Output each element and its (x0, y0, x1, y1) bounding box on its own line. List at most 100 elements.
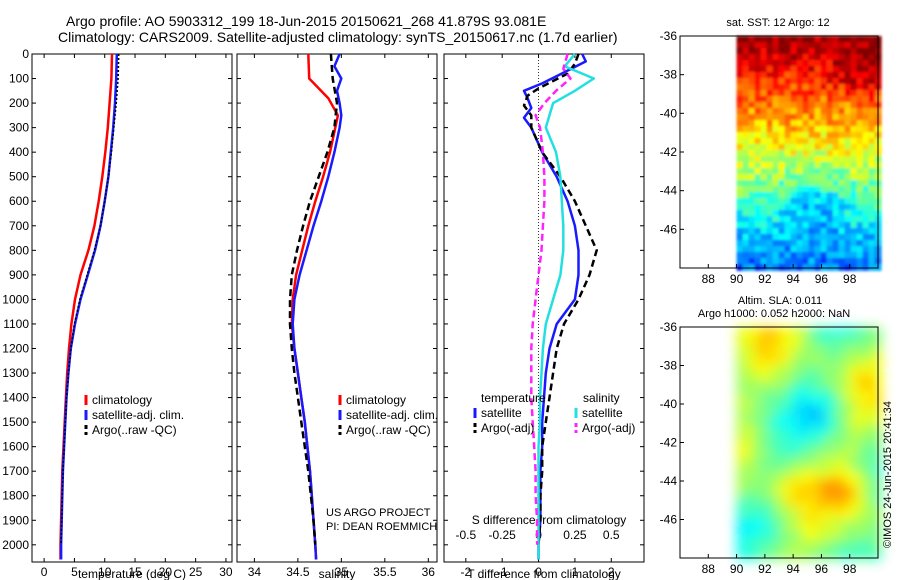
map-cell (868, 132, 876, 139)
credit-line2: PI: DEAN ROEMMICH (326, 521, 437, 533)
map-cell (808, 36, 816, 43)
map-cell (808, 415, 818, 424)
map-cell (848, 399, 858, 408)
map-cell (802, 90, 810, 97)
map-cell (832, 120, 840, 127)
map-cell (832, 114, 840, 121)
map-cell (832, 327, 842, 336)
map-cell (802, 228, 810, 235)
map-cell (792, 543, 802, 552)
map-cell (792, 415, 802, 424)
map-cell (760, 60, 768, 67)
map-cell (844, 108, 852, 115)
x-tick-label: 90 (730, 272, 744, 286)
map-cell (790, 240, 798, 247)
map-cell (796, 228, 804, 235)
map-cell (790, 42, 798, 49)
map-cell (856, 527, 866, 536)
map-cell (748, 102, 756, 109)
map-cell (862, 78, 870, 85)
map-cell (868, 252, 876, 259)
map-cell (778, 234, 786, 241)
map-cell (760, 535, 770, 544)
y-tick-label: -44 (660, 184, 678, 198)
map-cell (820, 174, 828, 181)
map-cell (844, 162, 852, 169)
map-cell (832, 192, 840, 199)
map-cell (796, 120, 804, 127)
map-cell (754, 60, 762, 67)
map-cell (808, 258, 816, 265)
map-cell (742, 210, 750, 217)
map-cell (824, 335, 834, 344)
map-cell (832, 36, 840, 43)
map-cell (838, 48, 846, 55)
map-cell (838, 36, 846, 43)
map-cell (862, 96, 870, 103)
map-cell (826, 132, 834, 139)
map-cell (840, 439, 850, 448)
map-cell (872, 335, 882, 344)
map-cell (760, 216, 768, 223)
map-cell (820, 150, 828, 157)
map-cell (808, 72, 816, 79)
map-cell (744, 463, 754, 472)
map-cell (814, 168, 822, 175)
map-cell (808, 174, 816, 181)
map-cell (772, 156, 780, 163)
map-cell (848, 543, 858, 552)
map-cell (826, 234, 834, 241)
map-cell (742, 120, 750, 127)
map-cell (748, 198, 756, 205)
map-cell (776, 375, 786, 384)
map-cell (868, 42, 876, 49)
map-cell (808, 90, 816, 97)
map-cell (742, 150, 750, 157)
map-cell (840, 375, 850, 384)
map-cell (850, 138, 858, 145)
map-cell (790, 168, 798, 175)
map-cell (800, 447, 810, 456)
legend-entry: satellite-adj. clim. (346, 408, 438, 422)
map-cell (832, 186, 840, 193)
map-cell (796, 192, 804, 199)
map-cell (838, 42, 846, 49)
map-cell (760, 399, 770, 408)
sla-map-title-line1: Altim. SLA: 0.011 (738, 295, 822, 307)
map-cell (802, 108, 810, 115)
map-cell (856, 96, 864, 103)
map-cell (802, 168, 810, 175)
map-cell (864, 487, 874, 496)
map-cell (790, 246, 798, 253)
map-cell (868, 186, 876, 193)
map-cell (826, 258, 834, 265)
map-cell (736, 204, 744, 211)
map-cell (768, 487, 778, 496)
map-cell (790, 216, 798, 223)
map-cell (742, 246, 750, 253)
map-cell (808, 335, 818, 344)
map-cell (784, 359, 794, 368)
map-cell (760, 343, 770, 352)
map-cell (800, 463, 810, 472)
map-cell (768, 519, 778, 528)
map-cell (752, 359, 762, 368)
map-cell (768, 503, 778, 512)
map-cell (748, 66, 756, 73)
map-cell (744, 439, 754, 448)
map-cell (808, 222, 816, 229)
map-cell (772, 132, 780, 139)
map-cell (862, 240, 870, 247)
map-cell (872, 495, 882, 504)
map-cell (838, 108, 846, 115)
x-tick-label: 34.5 (286, 565, 310, 579)
map-cell (844, 54, 852, 61)
map-cell (826, 174, 834, 181)
map-cell (772, 240, 780, 247)
map-cell (736, 210, 744, 217)
map-cell (814, 126, 822, 133)
map-cell (816, 519, 826, 528)
map-cell (802, 78, 810, 85)
y-tick-label: 1900 (2, 513, 29, 527)
map-cell (802, 180, 810, 187)
